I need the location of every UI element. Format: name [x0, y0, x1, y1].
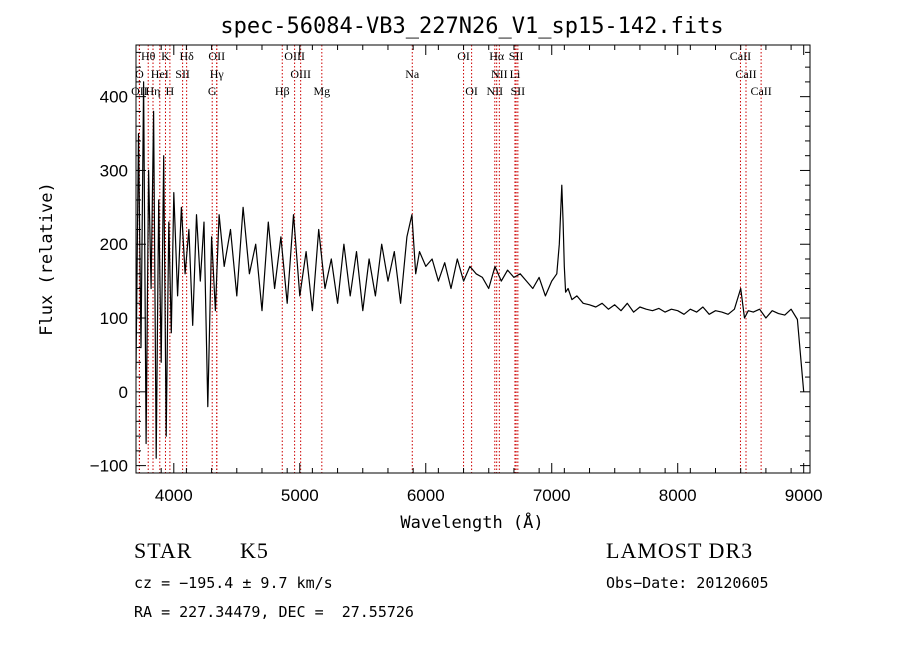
spectral-line-label: Hη: [146, 84, 161, 98]
spectral-line-label: OII: [208, 49, 225, 63]
redshift-readout: cz = −195.4 ± 9.7 km/s: [134, 574, 333, 592]
spectral-line-label: Hγ: [210, 67, 225, 81]
chart-title: spec-56084-VB3_227N26_V1_sp15-142.fits: [220, 14, 723, 39]
spectral-line-label: Na: [405, 67, 420, 81]
spectral-line-label: CaII: [750, 84, 771, 98]
spectral-line-label: OIII: [290, 67, 311, 81]
spectral-line-label: OI: [457, 49, 470, 63]
y-tick-label: 300: [100, 161, 128, 180]
y-tick-label: 100: [100, 309, 128, 328]
y-tick-label: 200: [100, 235, 128, 254]
spectral-line-label: Li: [510, 67, 521, 81]
object-class: STAR: [134, 538, 193, 563]
spectral-line-label: NII: [486, 84, 503, 98]
spectral-line-label: SII: [509, 49, 524, 63]
spectral-line-label: Mg: [313, 84, 330, 98]
spectral-line-label: OI: [465, 84, 478, 98]
x-axis-label: Wavelength (Å): [400, 511, 543, 533]
x-tick-label: 5000: [281, 486, 319, 505]
x-tick-label: 6000: [407, 486, 445, 505]
spectral-line-label: Hθ: [141, 49, 156, 63]
spectral-line-label: Hδ: [179, 49, 194, 63]
x-tick-label: 4000: [155, 486, 193, 505]
coordinates-readout: RA = 227.34479, DEC = 27.55726: [134, 603, 414, 621]
survey-name: LAMOST DR3: [606, 538, 754, 563]
spectral-line-label: G: [208, 84, 217, 98]
y-tick-label: −100: [90, 457, 128, 476]
x-tick-label: 7000: [533, 486, 571, 505]
observation-date: Obs−Date: 20120605: [606, 574, 769, 592]
spectral-line-label: Hβ: [275, 84, 290, 98]
spectral-line-label: Hα: [489, 49, 505, 63]
spectral-line-label: SII: [175, 67, 190, 81]
spectral-line-label: CaII: [735, 67, 756, 81]
y-axis-label: Flux (relative): [37, 182, 57, 336]
spectral-line-label: CaII: [730, 49, 751, 63]
spectral-line-label: OIII: [284, 49, 305, 63]
spectral-line-label: H: [166, 84, 175, 98]
spectrum-series: [135, 81, 805, 459]
y-tick-label: 0: [119, 383, 128, 402]
x-tick-label: 9000: [785, 486, 823, 505]
spectral-line-label: O: [135, 67, 144, 81]
spectral-line-label: K: [161, 49, 170, 63]
axis-ticks: 4000 5000 6000 7000 8000 9000 −100 0 100 200 300 40…: [90, 45, 823, 505]
spectrum-line: [135, 81, 805, 459]
object-subclass: K5: [240, 538, 269, 563]
spectral-line-label: NII: [491, 67, 508, 81]
spectral-line-label: HeI: [151, 67, 169, 81]
plot-frame: [135, 44, 811, 474]
y-tick-label: 400: [100, 88, 128, 107]
spectral-line-markers: [138, 45, 762, 473]
spectral-line-label: SII: [511, 84, 526, 98]
spectral-line-labels: Hθ K Hδ OII OIII OI Hα SII CaII O HeI SII Hγ OIII Na NI…: [131, 49, 772, 98]
x-tick-label: 8000: [659, 486, 697, 505]
